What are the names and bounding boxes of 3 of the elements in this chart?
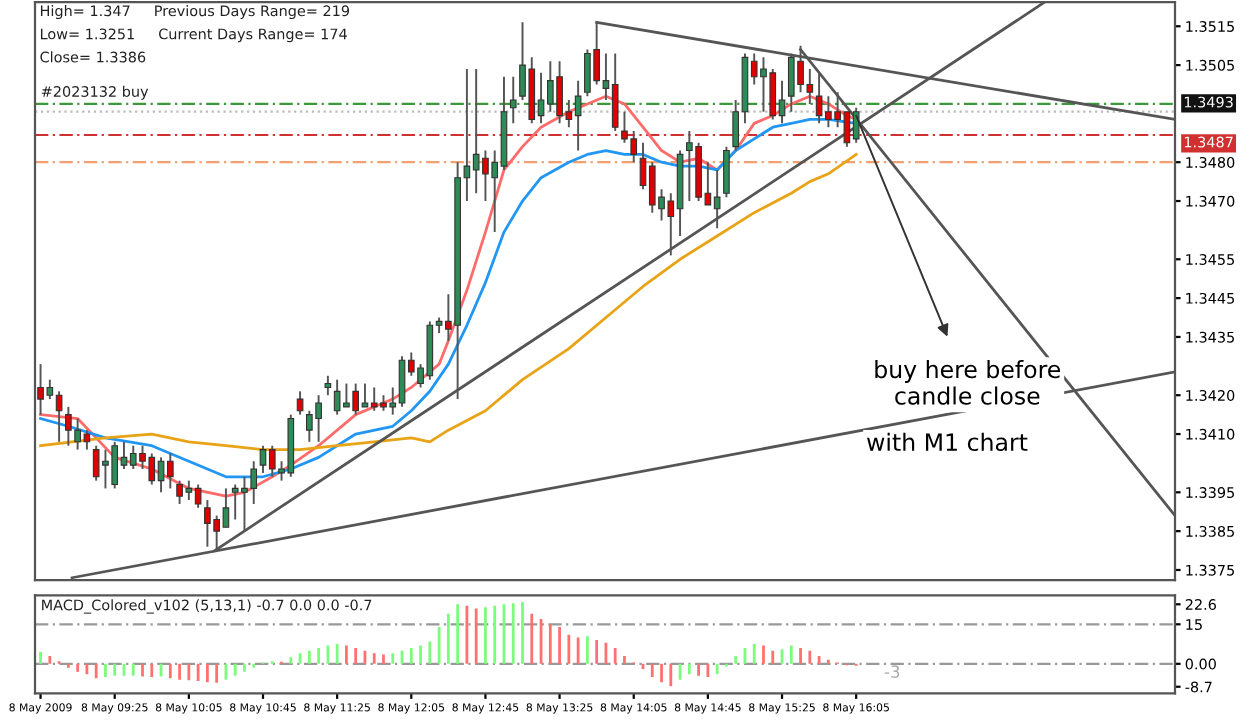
annotation: with M1 chart [867,432,1028,452]
annotation: -3 [884,665,900,678]
annotation: buy here before candle close [875,360,1061,405]
